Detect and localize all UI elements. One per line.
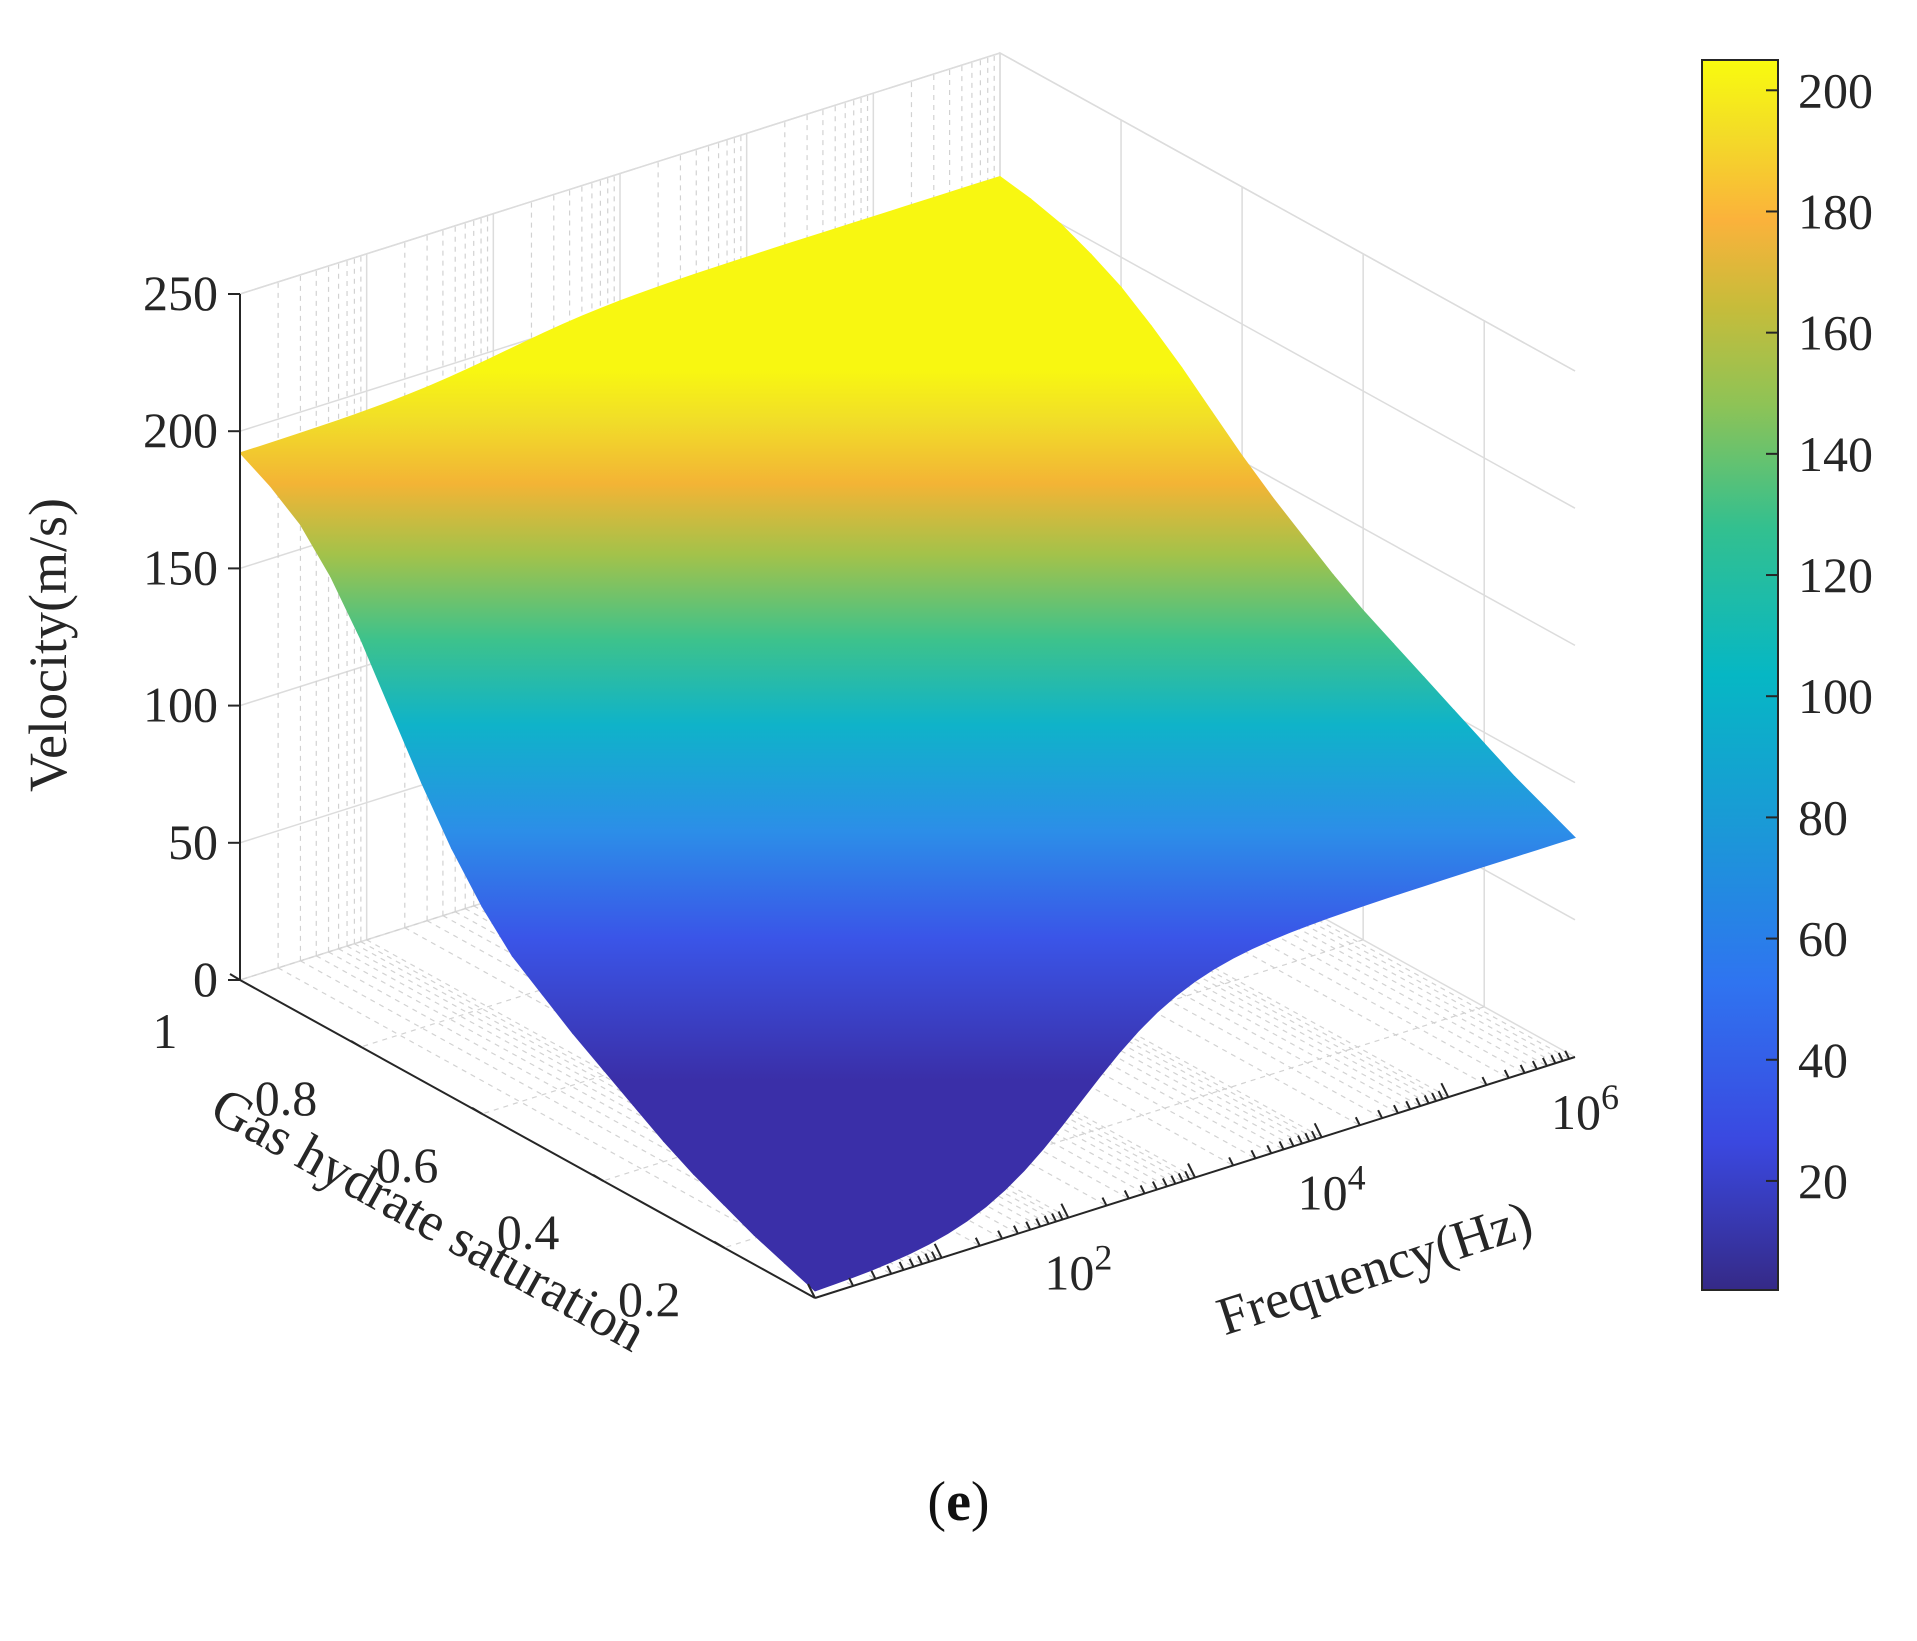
z-axis-title: Velocity(m/s) [18, 498, 78, 792]
frequency-tick [1503, 1069, 1510, 1079]
frequency-tick [1250, 1149, 1257, 1159]
frequency-tick [870, 1270, 877, 1280]
saturation-tick [592, 1173, 604, 1182]
frequency-tick [930, 1251, 937, 1261]
frequency-tick [1297, 1135, 1303, 1145]
frequency-tick [1101, 1197, 1108, 1207]
z-tick-label: 200 [143, 402, 218, 458]
frequency-tick [848, 1277, 855, 1287]
frequency-tick [1550, 1054, 1557, 1064]
caption-label: e [946, 1471, 971, 1533]
saturation-tick-label: 0.4 [497, 1204, 560, 1260]
frequency-tick [1266, 1144, 1273, 1154]
frequency-tick [1423, 1094, 1430, 1104]
frequency-tick [1288, 1137, 1295, 1147]
frequency-tick [1278, 1140, 1285, 1150]
colorbar-tick-label: 140 [1798, 426, 1873, 482]
frequency-tick [886, 1265, 893, 1275]
frequency-tick [1013, 1225, 1019, 1235]
frequency-tick [1139, 1185, 1146, 1194]
frequency-tick [1057, 1211, 1064, 1220]
saturation-tick-label: 0.6 [376, 1137, 439, 1193]
colorbar-gradient [1701, 59, 1779, 1291]
frequency-tick [997, 1230, 1003, 1240]
frequency-tick [1184, 1170, 1191, 1180]
z-tick-label: 150 [143, 539, 218, 595]
frequency-tick [1025, 1221, 1032, 1231]
frequency-tick [807, 1283, 816, 1299]
frequency-tick [1531, 1060, 1538, 1070]
frequency-tick [1035, 1218, 1042, 1228]
frequency-tick [1440, 1082, 1450, 1098]
figure-caption: (e) [927, 1471, 990, 1533]
frequency-tick [1557, 1052, 1564, 1062]
frequency-tick [1177, 1172, 1184, 1182]
z-tick-label: 250 [143, 265, 218, 321]
z-tick-label: 100 [143, 677, 218, 733]
saturation-tick-label: 0.2 [618, 1271, 681, 1327]
frequency-tick [1519, 1064, 1526, 1074]
colorbar-tick-label: 40 [1798, 1032, 1848, 1088]
colorbar-tick-label: 80 [1798, 789, 1848, 845]
frequency-axis-title: Frequency(Hz) [1210, 1189, 1539, 1347]
saturation-tick [229, 973, 241, 981]
frequency-tick [1405, 1100, 1412, 1110]
colorbar-tick-label: 180 [1798, 183, 1873, 239]
z-tick-label: 50 [168, 814, 218, 870]
saturation-tick-label: 1 [153, 1003, 178, 1059]
frequency-tick [1310, 1130, 1317, 1140]
frequency-tick [1354, 1116, 1361, 1126]
axes-ticks: 0 50 100 150 200 250 1 0.8 0.6 0.4 0.2 102 104 106 [143, 265, 1619, 1327]
frequency-tick [908, 1258, 915, 1268]
frequency-tick [1313, 1122, 1323, 1138]
saturation-tick [350, 1040, 362, 1048]
frequency-tick [1481, 1076, 1488, 1086]
frequency-tick [1304, 1132, 1311, 1142]
colorbar-tick-label: 60 [1798, 911, 1848, 967]
frequency-tick [974, 1237, 981, 1247]
frequency-tick [924, 1253, 931, 1263]
colorbar-tick-label: 160 [1798, 305, 1873, 361]
frequency-tick [1151, 1181, 1158, 1191]
frequency-tick-label: 102 [1044, 1238, 1112, 1301]
frequency-tick [933, 1243, 943, 1259]
frequency-tick-label: 104 [1298, 1157, 1366, 1220]
frequency-tick [1051, 1213, 1057, 1223]
z-tick-label: 0 [193, 951, 218, 1007]
frequency-tick [1431, 1092, 1437, 1102]
saturation-tick-label: 0.8 [255, 1070, 318, 1126]
frequency-tick [1170, 1175, 1177, 1185]
frequency-tick [1060, 1203, 1070, 1219]
saturation-tick [471, 1107, 483, 1115]
colorbar-tick-label: 100 [1798, 668, 1873, 724]
frequency-tick-label: 106 [1551, 1077, 1619, 1140]
saturation-axis-title: Gas hydrate saturation [202, 1075, 656, 1363]
saturation-tick [713, 1240, 725, 1249]
frequency-tick [1123, 1190, 1130, 1199]
frequency-tick [1437, 1090, 1444, 1100]
frequency-tick [1564, 1050, 1571, 1060]
frequency-tick [1415, 1097, 1422, 1107]
colorbar-tick-label: 20 [1798, 1153, 1848, 1209]
frequency-tick [1542, 1057, 1548, 1067]
frequency-tick [1377, 1109, 1383, 1119]
frequency-tick [1393, 1104, 1399, 1114]
colorbar: 20 40 60 80 100 120 140 160 180 200 [1701, 59, 1873, 1291]
colorbar-tick-label: 120 [1798, 547, 1873, 603]
frequency-tick [1162, 1177, 1168, 1187]
colorbar-tick-label: 200 [1798, 62, 1873, 118]
frequency-tick [1187, 1163, 1196, 1178]
frequency-tick [1228, 1156, 1235, 1166]
frequency-tick [898, 1261, 905, 1271]
frequency-tick [917, 1255, 923, 1265]
velocity-surface [239, 175, 1576, 1292]
surface-strip [783, 806, 1576, 1292]
frequency-tick [1043, 1215, 1050, 1225]
